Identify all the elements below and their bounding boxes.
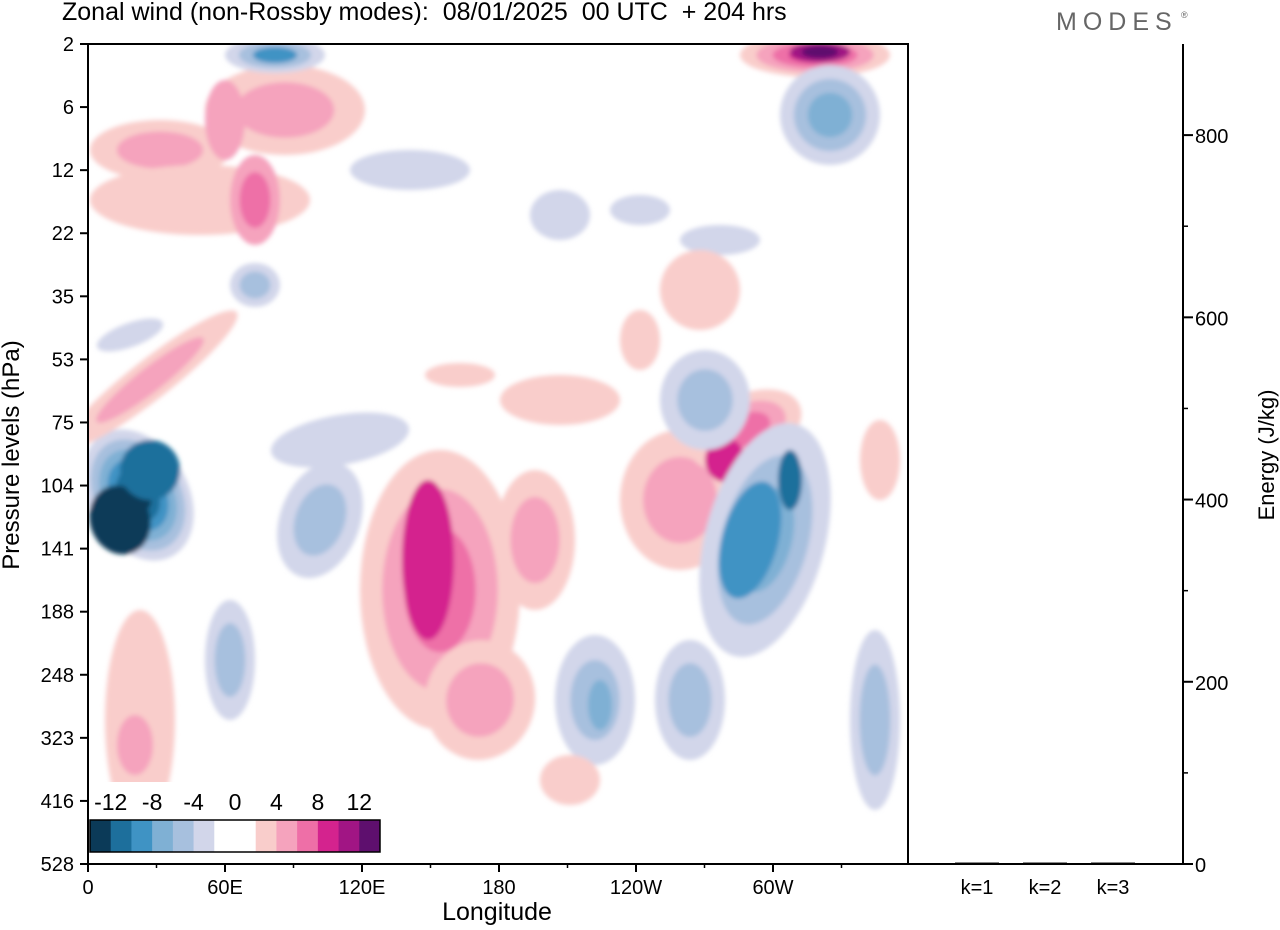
energy-tick-label: 800 — [1195, 126, 1228, 148]
y-tick-label: 141 — [41, 539, 74, 561]
colorbar-cell — [152, 820, 174, 852]
y-tick-label: 6 — [63, 97, 74, 119]
colorbar-cell — [90, 820, 112, 852]
contour-blob — [680, 225, 760, 255]
energy-category-label: k=2 — [1029, 877, 1062, 899]
colorbar-label: 4 — [270, 789, 283, 815]
x-tick-label: 60E — [207, 877, 243, 899]
colorbar-label: -12 — [94, 789, 127, 815]
colorbar-label: -8 — [142, 789, 162, 815]
contour-blob — [252, 47, 298, 63]
y-tick-label: 528 — [41, 854, 74, 876]
contour-blob — [801, 45, 839, 59]
contour-blob — [588, 680, 612, 730]
energy-tick-label: 600 — [1195, 308, 1228, 330]
contour-blob — [402, 480, 454, 640]
heatmap-field — [88, 44, 900, 830]
contour-blob — [718, 481, 782, 599]
contour-blob — [540, 755, 600, 805]
x-tick-label: 120E — [339, 877, 386, 899]
contour-blob — [643, 456, 717, 544]
contour-blob — [859, 664, 891, 776]
x-tick-label: 60W — [752, 877, 793, 899]
contour-blob — [293, 484, 347, 556]
contour-blob — [89, 485, 151, 555]
y-tick-label: 323 — [41, 728, 74, 750]
contour-blob — [205, 80, 245, 160]
contour-blob — [120, 440, 180, 500]
contour-blob — [500, 375, 620, 425]
contour-blob — [239, 271, 271, 299]
colorbar-label: -4 — [183, 789, 204, 815]
energy-bar — [1091, 862, 1135, 865]
brand-logo: MODES — [1056, 8, 1178, 36]
energy-tick-label: 400 — [1195, 491, 1228, 513]
y-tick-label: 104 — [41, 476, 74, 498]
contour-blob — [96, 318, 164, 352]
x-tick-label: 120W — [610, 877, 662, 899]
contour-blob — [807, 92, 853, 138]
colorbar-label: 12 — [346, 789, 372, 815]
colorbar-frame — [89, 819, 381, 853]
contour-blob — [860, 420, 900, 500]
colorbar-cell — [172, 820, 195, 852]
colorbar-cell — [193, 820, 215, 852]
y-tick-label: 53 — [52, 349, 74, 371]
contour-blob — [620, 310, 660, 370]
energy-tick-label: 200 — [1195, 673, 1228, 695]
x-axis-label: Longitude — [442, 898, 552, 926]
colorbar-label: 0 — [229, 789, 242, 815]
energy-bar — [1023, 862, 1067, 865]
colorbar-cell — [255, 820, 277, 852]
contour-blob — [510, 496, 560, 584]
x-tick-label: 0 — [82, 877, 93, 899]
contour-blob — [214, 623, 246, 697]
contour-blob — [668, 663, 712, 737]
contour-blob — [530, 190, 590, 240]
chart-title: Zonal wind (non-Rossby modes): 08/01/202… — [62, 0, 787, 26]
energy-category-label: k=1 — [961, 877, 994, 899]
x-tick-label: 180 — [482, 877, 515, 899]
contour-blob — [235, 82, 335, 138]
y-tick-label: 35 — [52, 286, 74, 308]
contour-blob — [270, 412, 410, 468]
contour-blob — [446, 663, 514, 737]
energy-bar — [955, 862, 999, 865]
contour-blob — [116, 131, 204, 169]
colorbar: -12 -8 -4 0 4 8 12 — [86, 782, 384, 854]
brand-registered-mark: ® — [1181, 10, 1188, 20]
y-tick-label: 12 — [52, 160, 74, 182]
y-tick-label: 75 — [52, 412, 74, 434]
colorbar-cell — [276, 820, 298, 852]
contour-blob — [660, 250, 740, 330]
contour-blob — [117, 715, 153, 775]
y-tick-label: 22 — [52, 223, 74, 245]
contour-blob — [778, 450, 802, 510]
colorbar-cell — [359, 820, 381, 852]
energy-tick-label: 0 — [1195, 855, 1206, 877]
colorbar-cell — [317, 820, 340, 852]
colorbar-label: 8 — [311, 789, 324, 815]
colorbar-cell — [235, 820, 257, 852]
y-tick-label: 248 — [41, 665, 74, 687]
contour-blob — [350, 150, 470, 190]
contour-blob — [610, 195, 670, 225]
colorbar-cell — [297, 820, 319, 852]
contour-blob — [96, 337, 204, 423]
contour-blob — [677, 369, 733, 431]
energy-bar-chart: 0 200 400 600 800 k=1 k=2 k=3 — [908, 44, 1228, 899]
colorbar-cell — [131, 820, 153, 852]
colorbar-cell — [214, 820, 236, 852]
energy-category-label: k=3 — [1097, 877, 1130, 899]
contour-blob — [425, 363, 495, 387]
y-tick-label: 2 — [63, 34, 74, 56]
contour-blob — [239, 172, 271, 228]
y-tick-label: 416 — [41, 791, 74, 813]
y-tick-label: 188 — [41, 602, 74, 624]
colorbar-cell — [110, 820, 132, 852]
colorbar-cell — [338, 820, 360, 852]
